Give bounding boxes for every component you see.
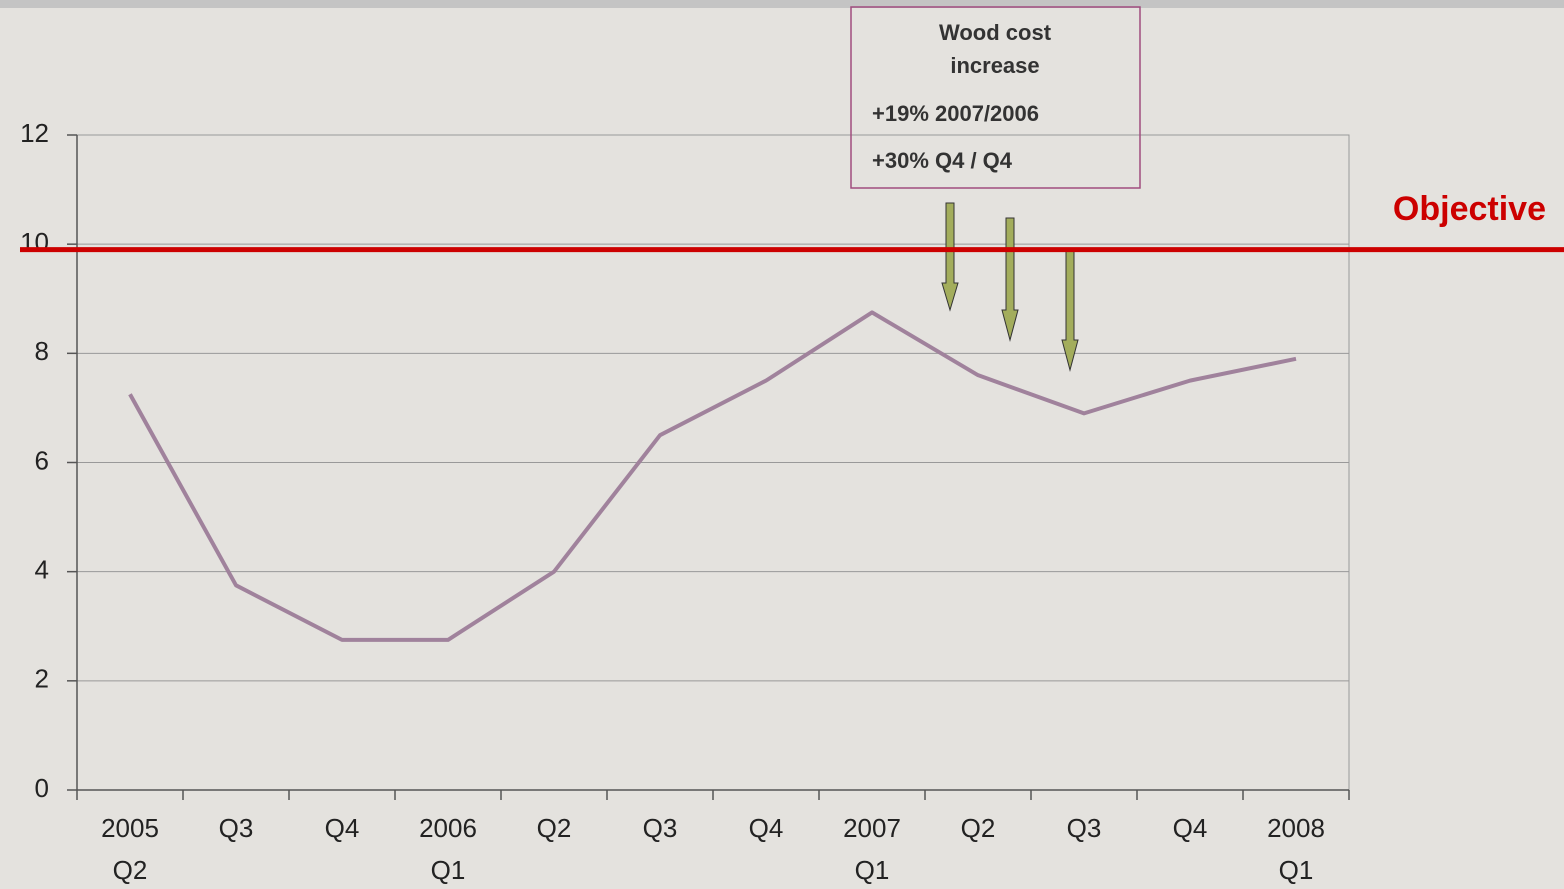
x-tick-label: Q1	[431, 855, 466, 885]
x-tick-label: 2006	[419, 813, 477, 843]
y-tick-label: 2	[35, 664, 49, 694]
x-tick-label: Q1	[1279, 855, 1314, 885]
x-tick-label: Q4	[749, 813, 784, 843]
y-tick-label: 12	[20, 118, 49, 148]
x-tick-label: Q4	[325, 813, 360, 843]
arrow	[1061, 249, 1079, 372]
objective-label: Objective	[1393, 190, 1546, 228]
x-tick-label: Q2	[113, 855, 148, 885]
x-tick-label: Q3	[219, 813, 254, 843]
top-strip	[0, 0, 1564, 8]
annotation-title: Wood cost	[939, 20, 1052, 45]
annotation-line: +30% Q4 / Q4	[872, 148, 1013, 173]
annotation-title: increase	[950, 53, 1039, 78]
x-tick-label: Q4	[1173, 813, 1208, 843]
x-tick-label: Q1	[855, 855, 890, 885]
y-tick-label: 10	[20, 227, 49, 257]
y-tick-label: 8	[35, 336, 49, 366]
x-tick-label: Q2	[961, 813, 996, 843]
arrow	[941, 202, 959, 312]
annotation-box	[850, 6, 1141, 189]
arrows	[941, 202, 1079, 372]
y-tick-label: 4	[35, 555, 49, 585]
y-tick-label: 0	[35, 773, 49, 803]
x-tick-label: Q2	[537, 813, 572, 843]
y-tick-label: 6	[35, 445, 49, 475]
x-tick-label: 2007	[843, 813, 901, 843]
x-tick-label: Q3	[643, 813, 678, 843]
x-tick-label: 2005	[101, 813, 159, 843]
x-tick-label: Q3	[1067, 813, 1102, 843]
series-line	[128, 310, 1297, 642]
annotation-line: +19% 2007/2006	[872, 101, 1039, 126]
x-tick-label: 2008	[1267, 813, 1325, 843]
